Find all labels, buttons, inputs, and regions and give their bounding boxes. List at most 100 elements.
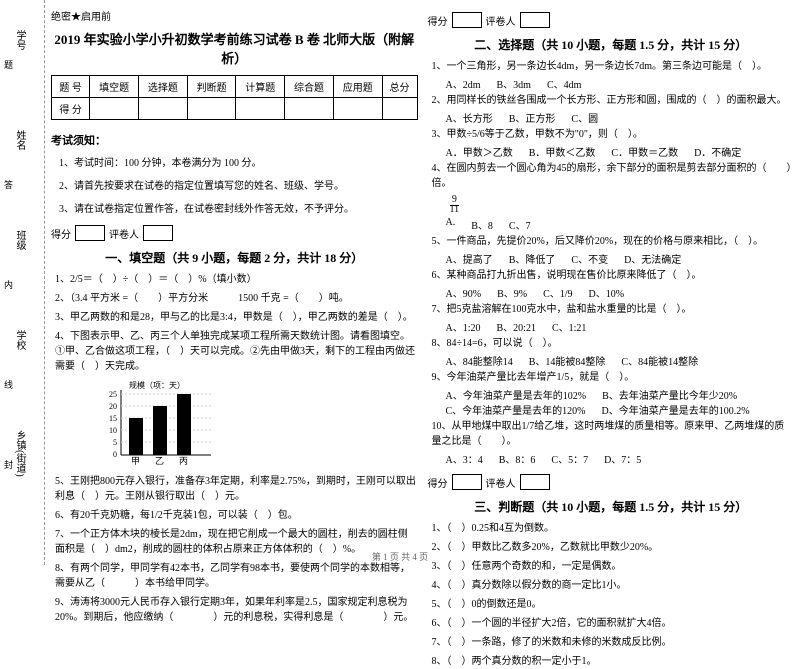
section-3-title: 三、判断题（共 10 小题，每题 1.5 分，共计 15 分） (428, 498, 795, 515)
bar-label: 丙 (179, 456, 188, 465)
question: 7、把5克盐溶解在100克水中，盐和盐水重量的比是（ ）。 (432, 302, 795, 317)
score-cell (333, 98, 382, 120)
score-cell (187, 98, 236, 120)
score-col: 应用题 (333, 76, 382, 98)
opt: D、10% (589, 285, 625, 300)
opt: A. (446, 217, 456, 232)
right-column: 得分 评卷人 二、选择题（共 10 小题，每题 1.5 分，共计 15 分） 1… (428, 8, 795, 561)
cut-mark: 题 (2, 60, 15, 69)
content-columns: 绝密★启用前 2019 年实验小学小升初数学考前练习试卷 B 卷 北师大版（附解… (45, 0, 800, 565)
page-root: 学号 姓名 班级 学校 乡镇(街道) 题 答 内 线 封 绝密★启用前 2019… (0, 0, 800, 565)
gutter-field-name: 姓名 (12, 130, 27, 150)
options: C、今年油菜产量是去年的120%D、今年油菜产量是去年的100.2% (446, 402, 795, 417)
table-row: 题 号 填空题 选择题 判断题 计算题 综合题 应用题 总分 (52, 76, 418, 98)
opt: D、7：5 (604, 451, 641, 466)
score-col: 综合题 (285, 76, 334, 98)
opt: A、3：4 (446, 451, 483, 466)
gutter-field-class: 班级 (12, 230, 27, 250)
question: 9、涛涛将3000元人民币存入银行定期3年，如果年利率是2.5，国家规定利息税为… (55, 595, 418, 625)
section-2-title: 二、选择题（共 10 小题，每题 1.5 分，共计 15 分） (428, 36, 795, 53)
score-label: 得分 (51, 226, 71, 241)
options: A、1:20B、20:21C、1:21 (446, 319, 795, 334)
opt: B、9% (497, 285, 527, 300)
score-cell (382, 98, 417, 120)
opt: B．甲数＜乙数 (529, 144, 596, 159)
y-tick: 0 (113, 450, 117, 459)
score-label: 得分 (428, 475, 448, 490)
opt: B、3dm (497, 76, 531, 91)
question: 6、有20千克奶糖，每1/2千克装1包，可以装（ ）包。 (55, 508, 418, 523)
grader-box (520, 12, 550, 28)
y-tick: 25 (109, 390, 117, 399)
score-col: 计算题 (236, 76, 285, 98)
left-column: 绝密★启用前 2019 年实验小学小升初数学考前练习试卷 B 卷 北师大版（附解… (51, 8, 418, 561)
section-1-title: 一、填空题（共 9 小题，每题 2 分，共计 18 分） (51, 249, 418, 266)
score-col: 总分 (382, 76, 417, 98)
question: 7、（ ）一条路，修了的米数和未修的米数成反比例。 (432, 635, 795, 650)
bar (153, 406, 167, 455)
question: 1、2/5＝（ ）÷（ ）＝（ ）%（填小数） (55, 272, 418, 287)
question: 3、甲乙两数的和是28，甲与乙的比是3:4，甲数是（ ），甲乙两数的差是（ ）。 (55, 310, 418, 325)
opt: A、84能整除14 (446, 353, 513, 368)
question: 1、一个三角形，另一条边长4dm，另一条边长7dm。第三条边可能是（ ）。 (432, 59, 795, 74)
denominator: 11 (448, 204, 462, 215)
options: A．甲数＞乙数B．甲数＜乙数C．甲数＝乙数D．不确定 (446, 144, 795, 159)
question: 2、用同样长的铁丝各围成一个长方形、正方形和圆，围成的（ ）的面积最大。 (432, 93, 795, 108)
notice-item: 3、请在试卷指定位置作答，在试卷密封线外作答无效，不予评分。 (59, 202, 418, 217)
opt: B、正方形 (509, 110, 556, 125)
opt: D．不确定 (694, 144, 741, 159)
question: 10、从甲地煤中取出1/7给乙堆，这时两堆煤的质量相等。原来甲、乙两堆煤的质量之… (432, 419, 795, 449)
opt: B、降低了 (509, 251, 556, 266)
score-col: 判断题 (187, 76, 236, 98)
grader-box (520, 474, 550, 490)
score-label: 得分 (428, 13, 448, 28)
grader-label: 评卷人 (486, 475, 516, 490)
opt: D、无法确定 (624, 251, 681, 266)
grader-label: 评卷人 (109, 226, 139, 241)
notice-item: 1、考试时间：100 分钟，本卷满分为 100 分。 (59, 156, 418, 171)
opt: C、7 (509, 217, 531, 232)
gutter-field-id: 学号 (12, 30, 27, 50)
score-cell (90, 98, 139, 120)
question: 4、在圆内剪去一个圆心角为45的扇形，余下部分的面积是剪去部分面积的（ ）倍。 (432, 161, 795, 191)
question: 4、下图表示甲、乙、丙三个人单独完成某项工程所需天数统计图。请看图填空。①甲、乙… (55, 329, 418, 374)
opt: C、今年油菜产量是去年的120% (446, 402, 586, 417)
sub-score-row: 得分 评卷人 (428, 12, 795, 28)
exam-title: 2019 年实验小学小升初数学考前练习试卷 B 卷 北师大版（附解析） (51, 29, 418, 67)
bar (177, 394, 191, 455)
question: 6、某种商品打九折出售，说明现在售价比原来降低了（ ）。 (432, 268, 795, 283)
options: A、2dm B、3dm C、4dm (446, 76, 795, 91)
fraction: 911 (448, 195, 462, 215)
sub-score-row: 得分 评卷人 (51, 225, 418, 241)
score-cell (139, 98, 188, 120)
score-cell (236, 98, 285, 120)
opt: B、8：6 (499, 451, 536, 466)
bar-chart: 规模（项：天） 25 20 15 10 5 0 (91, 380, 418, 468)
grader-label: 评卷人 (486, 13, 516, 28)
opt: A．甲数＞乙数 (446, 144, 513, 159)
options: A、提高了B、降低了C、不变D、无法确定 (446, 251, 795, 266)
gutter-field-town: 乡镇(街道) (12, 430, 27, 477)
opt: A、1:20 (446, 319, 481, 334)
opt: B、8 (471, 217, 493, 232)
opt: A、2dm (446, 76, 481, 91)
chart-title: 规模（项：天） (129, 380, 185, 390)
options: A、90% B、9% C、1/9 D、10% (446, 285, 795, 300)
notice-item: 2、请首先按要求在试卷的指定位置填写您的姓名、班级、学号。 (59, 179, 418, 194)
confidential-tag: 绝密★启用前 (51, 8, 418, 23)
y-tick: 20 (109, 402, 117, 411)
opt: C、4dm (547, 76, 581, 91)
opt: A、90% (446, 285, 482, 300)
opt: C、圆 (571, 110, 598, 125)
score-col: 填空题 (90, 76, 139, 98)
y-tick: 10 (109, 426, 117, 435)
question: 6、（ ）一个圆的半径扩大2倍，它的面积就扩大4倍。 (432, 616, 795, 631)
opt: C、1:21 (552, 319, 586, 334)
cut-mark: 内 (2, 280, 15, 289)
question: 5、一件商品，先提价20%，后又降价20%，现在的价格与原来相比，（ ）。 (432, 234, 795, 249)
options: A、84能整除14B、14能被84整除C、84能被14整除 (446, 353, 795, 368)
opt: A、长方形 (446, 110, 493, 125)
options: A. B、8 C、7 (446, 217, 795, 232)
question: 2、（3.4 平方米 =（ ）平方分米 1500 千克 =（ ）吨。 (55, 291, 418, 306)
opt: C、1/9 (543, 285, 572, 300)
